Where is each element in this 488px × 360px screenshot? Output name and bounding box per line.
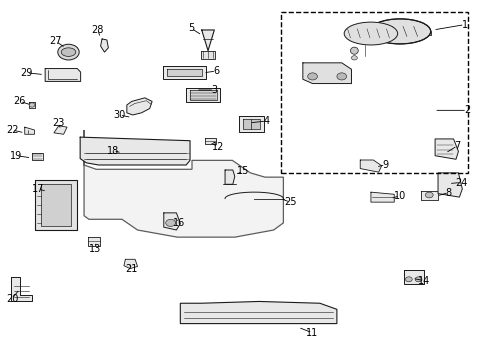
Text: 14: 14 [417, 276, 429, 286]
Polygon shape [370, 192, 393, 202]
Text: 17: 17 [32, 184, 44, 194]
Polygon shape [189, 90, 216, 100]
Polygon shape [302, 63, 351, 84]
Text: 20: 20 [6, 294, 18, 303]
Polygon shape [123, 259, 137, 269]
Text: 6: 6 [213, 66, 219, 76]
Text: 3: 3 [211, 85, 217, 95]
Text: 29: 29 [20, 68, 33, 78]
Polygon shape [437, 173, 461, 197]
Ellipse shape [165, 219, 175, 226]
Polygon shape [101, 39, 108, 52]
Ellipse shape [405, 277, 411, 282]
Polygon shape [186, 88, 220, 102]
Text: 16: 16 [172, 218, 184, 228]
Ellipse shape [58, 44, 79, 60]
Text: 10: 10 [393, 191, 406, 201]
Polygon shape [45, 68, 81, 81]
Polygon shape [25, 127, 34, 134]
Polygon shape [204, 138, 216, 144]
Text: 9: 9 [382, 159, 388, 170]
Text: 26: 26 [14, 96, 26, 107]
Polygon shape [420, 191, 437, 200]
Text: 15: 15 [236, 166, 249, 176]
Polygon shape [31, 153, 42, 160]
Text: 19: 19 [10, 151, 22, 161]
Polygon shape [403, 270, 424, 284]
Polygon shape [166, 69, 201, 76]
Polygon shape [29, 102, 35, 108]
Polygon shape [80, 137, 190, 165]
Text: 18: 18 [107, 146, 119, 156]
Polygon shape [242, 118, 260, 129]
Polygon shape [35, 180, 77, 230]
Text: 30: 30 [113, 110, 125, 120]
Polygon shape [88, 237, 100, 246]
Ellipse shape [350, 47, 358, 54]
Polygon shape [201, 51, 215, 59]
Text: 5: 5 [187, 23, 194, 33]
Polygon shape [126, 98, 152, 115]
Bar [281, 12, 467, 173]
Text: 2: 2 [463, 105, 469, 115]
Text: 4: 4 [263, 116, 269, 126]
Polygon shape [434, 139, 458, 159]
Text: 22: 22 [6, 125, 18, 135]
Text: 24: 24 [454, 177, 467, 188]
Ellipse shape [351, 56, 357, 60]
Text: 27: 27 [49, 36, 62, 46]
Ellipse shape [336, 73, 346, 80]
Polygon shape [163, 66, 205, 79]
Text: 21: 21 [125, 264, 138, 274]
Ellipse shape [344, 22, 397, 45]
Ellipse shape [307, 73, 317, 80]
Text: 28: 28 [91, 25, 103, 35]
Polygon shape [360, 160, 381, 172]
Polygon shape [224, 170, 234, 184]
Text: 1: 1 [461, 19, 467, 30]
Polygon shape [54, 126, 67, 134]
Polygon shape [238, 116, 264, 132]
Ellipse shape [29, 103, 35, 107]
Polygon shape [163, 213, 180, 230]
Text: 11: 11 [306, 328, 318, 338]
Polygon shape [180, 301, 336, 324]
Ellipse shape [414, 277, 421, 282]
Text: 8: 8 [445, 188, 451, 198]
Polygon shape [84, 130, 283, 237]
Polygon shape [41, 184, 71, 226]
Text: 12: 12 [212, 142, 224, 152]
Polygon shape [11, 277, 31, 301]
Text: 25: 25 [284, 197, 296, 207]
Polygon shape [201, 30, 214, 51]
Text: 13: 13 [89, 244, 101, 254]
Ellipse shape [425, 192, 432, 198]
Ellipse shape [369, 19, 430, 44]
Ellipse shape [61, 48, 76, 57]
Text: 7: 7 [453, 141, 460, 151]
Text: 23: 23 [53, 118, 65, 128]
